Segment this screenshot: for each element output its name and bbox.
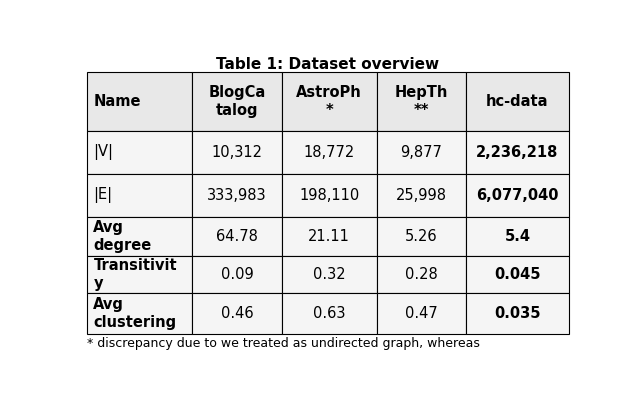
Bar: [88, 174, 193, 217]
Bar: [88, 217, 193, 256]
Text: 64.78: 64.78: [216, 229, 258, 244]
Bar: [376, 256, 466, 293]
Bar: [193, 131, 282, 174]
Bar: [193, 72, 282, 131]
Bar: [88, 293, 193, 334]
Bar: [466, 131, 568, 174]
Bar: [466, 217, 568, 256]
Text: 5.4: 5.4: [504, 229, 531, 244]
Bar: [282, 256, 376, 293]
Text: |V|: |V|: [93, 144, 113, 160]
Bar: [193, 256, 282, 293]
Text: 6,077,040: 6,077,040: [476, 188, 559, 203]
Bar: [88, 72, 193, 131]
Text: * discrepancy due to we treated as undirected graph, whereas: * discrepancy due to we treated as undir…: [88, 337, 480, 350]
Bar: [466, 72, 568, 131]
Text: |E|: |E|: [93, 187, 113, 203]
Bar: [88, 131, 193, 174]
Text: BlogCa
talog: BlogCa talog: [209, 85, 266, 118]
Text: 198,110: 198,110: [299, 188, 360, 203]
Text: 9,877: 9,877: [401, 145, 442, 160]
Text: 0.47: 0.47: [405, 306, 438, 321]
Text: 333,983: 333,983: [207, 188, 267, 203]
Bar: [466, 293, 568, 334]
Bar: [282, 131, 376, 174]
Bar: [282, 217, 376, 256]
Bar: [193, 174, 282, 217]
Bar: [282, 293, 376, 334]
Bar: [193, 293, 282, 334]
Text: Transitivit
y: Transitivit y: [93, 258, 177, 291]
Text: 2,236,218: 2,236,218: [476, 145, 559, 160]
Text: 0.32: 0.32: [313, 267, 346, 282]
Text: 0.63: 0.63: [313, 306, 346, 321]
Text: Table 1: Dataset overview: Table 1: Dataset overview: [216, 57, 440, 72]
Bar: [376, 293, 466, 334]
Bar: [376, 72, 466, 131]
Bar: [193, 217, 282, 256]
Text: AstroPh
*: AstroPh *: [296, 85, 362, 118]
Bar: [466, 174, 568, 217]
Text: 18,772: 18,772: [303, 145, 355, 160]
Text: Avg
degree: Avg degree: [93, 220, 152, 253]
Text: 0.09: 0.09: [221, 267, 253, 282]
Text: 5.26: 5.26: [405, 229, 438, 244]
Bar: [376, 174, 466, 217]
Bar: [376, 217, 466, 256]
Bar: [466, 256, 568, 293]
Text: 0.46: 0.46: [221, 306, 253, 321]
Text: hc-data: hc-data: [486, 94, 548, 109]
Bar: [282, 72, 376, 131]
Text: HepTh
**: HepTh **: [395, 85, 448, 118]
Text: 10,312: 10,312: [212, 145, 262, 160]
Text: 21.11: 21.11: [308, 229, 350, 244]
Text: Avg
clustering: Avg clustering: [93, 297, 177, 330]
Text: 25,998: 25,998: [396, 188, 447, 203]
Text: 0.28: 0.28: [405, 267, 438, 282]
Text: 0.045: 0.045: [494, 267, 541, 282]
Bar: [88, 256, 193, 293]
Bar: [282, 174, 376, 217]
Text: 0.035: 0.035: [494, 306, 541, 321]
Bar: [376, 131, 466, 174]
Text: Name: Name: [93, 94, 141, 109]
